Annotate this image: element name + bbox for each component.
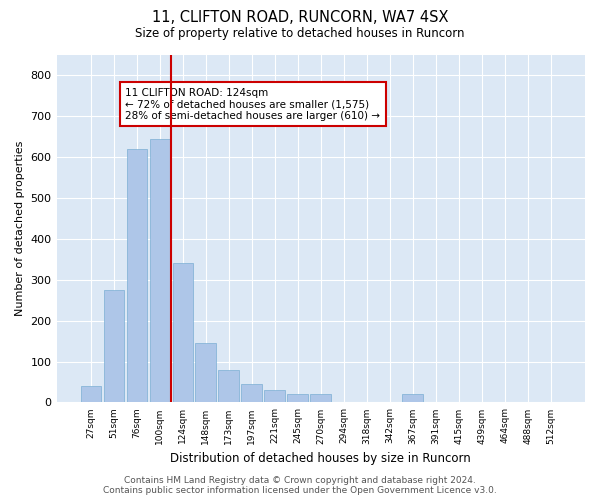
Bar bbox=[265, 390, 285, 402]
Bar bbox=[104, 290, 124, 403]
Bar bbox=[310, 394, 331, 402]
Y-axis label: Number of detached properties: Number of detached properties bbox=[15, 141, 25, 316]
X-axis label: Distribution of detached houses by size in Runcorn: Distribution of detached houses by size … bbox=[170, 452, 471, 465]
Text: Size of property relative to detached houses in Runcorn: Size of property relative to detached ho… bbox=[135, 28, 465, 40]
Text: 11 CLIFTON ROAD: 124sqm
← 72% of detached houses are smaller (1,575)
28% of semi: 11 CLIFTON ROAD: 124sqm ← 72% of detache… bbox=[125, 88, 380, 121]
Text: 11, CLIFTON ROAD, RUNCORN, WA7 4SX: 11, CLIFTON ROAD, RUNCORN, WA7 4SX bbox=[152, 10, 448, 25]
Bar bbox=[218, 370, 239, 402]
Bar bbox=[80, 386, 101, 402]
Bar bbox=[403, 394, 423, 402]
Text: Contains HM Land Registry data © Crown copyright and database right 2024.
Contai: Contains HM Land Registry data © Crown c… bbox=[103, 476, 497, 495]
Bar bbox=[149, 139, 170, 402]
Bar bbox=[241, 384, 262, 402]
Bar bbox=[173, 264, 193, 402]
Bar bbox=[127, 149, 147, 403]
Bar bbox=[287, 394, 308, 402]
Bar bbox=[196, 343, 216, 402]
